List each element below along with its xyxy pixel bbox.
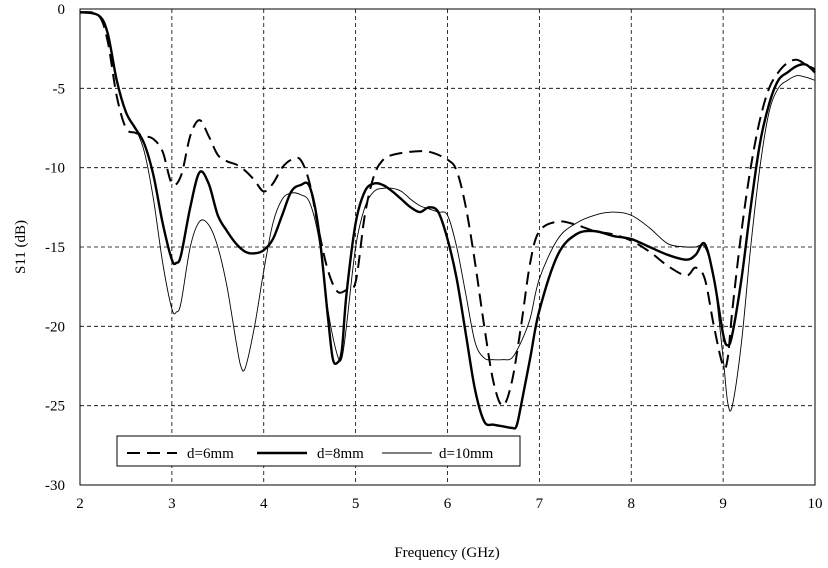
y-tick-label: -5 — [53, 81, 66, 97]
x-tick-label: 2 — [76, 496, 84, 512]
grid-lines — [80, 9, 815, 485]
x-tick-label: 5 — [352, 496, 360, 512]
x-tick-labels: 2 3 4 5 6 7 8 9 10 — [76, 496, 822, 512]
y-tick-label: -25 — [45, 399, 65, 415]
x-tick-label: 8 — [628, 496, 636, 512]
x-tick-label: 6 — [444, 496, 452, 512]
x-tick-label: 9 — [719, 496, 727, 512]
plot-area — [79, 8, 816, 486]
series-line-3 — [79, 11, 816, 412]
y-axis-title: S11 (dB) — [13, 220, 29, 274]
x-tick-label: 10 — [808, 496, 823, 512]
y-tick-label: 0 — [58, 2, 66, 18]
y-tick-label: -10 — [45, 161, 65, 177]
x-tick-label: 3 — [168, 496, 176, 512]
legend-label-2: d=8mm — [317, 446, 364, 462]
legend-label-3: d=10mm — [439, 446, 494, 462]
series-line-2 — [79, 10, 816, 430]
series-lines — [79, 10, 816, 430]
y-tick-labels: 0 -5 -10 -15 -20 -25 -30 — [45, 2, 65, 494]
legend-box — [116, 435, 521, 467]
legend: d=6mm d=8mm d=10mm — [116, 435, 521, 467]
y-tick-label: -30 — [45, 478, 65, 494]
x-axis-title: Frequency (GHz) — [394, 545, 499, 561]
x-tick-label: 4 — [260, 496, 268, 512]
legend-label-1: d=6mm — [187, 446, 234, 462]
series-line-1 — [79, 11, 816, 407]
x-tick-label: 7 — [536, 496, 544, 512]
y-tick-label: -15 — [45, 240, 65, 256]
y-tick-label: -20 — [45, 319, 65, 335]
